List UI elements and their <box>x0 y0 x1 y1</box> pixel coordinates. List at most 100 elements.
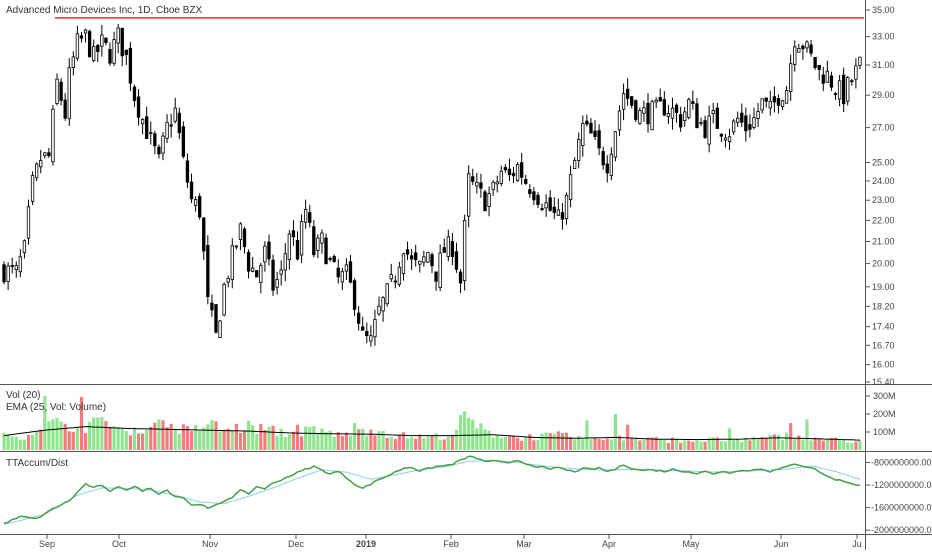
volume-bar <box>328 430 332 450</box>
candle-body <box>467 173 471 217</box>
volume-bar <box>242 430 247 450</box>
candle-body <box>487 193 491 207</box>
accum-axis-labels: -800000000.00 -1200000000.00 -1600000000.0… <box>866 457 932 535</box>
candle-body <box>246 252 251 272</box>
candle-body <box>401 253 406 274</box>
candle-body <box>238 223 243 240</box>
volume-bar <box>458 414 463 450</box>
volume-ema-line <box>3 426 861 441</box>
date-tick-label: 2019 <box>356 539 376 549</box>
volume-bar <box>695 440 699 450</box>
candle-body <box>414 252 418 261</box>
candle-body <box>22 240 27 254</box>
volume-tick-label: 100M <box>873 427 896 437</box>
candle-body <box>621 93 626 110</box>
volume-bar <box>271 425 275 450</box>
volume-bar <box>71 431 75 450</box>
volume-bar <box>585 420 589 450</box>
candle-body <box>740 112 744 123</box>
volume-bar <box>405 438 410 450</box>
date-tick-label: Ju <box>852 539 862 549</box>
candle-body <box>462 219 467 281</box>
candle-body <box>316 237 320 251</box>
candle-body <box>813 56 817 68</box>
candle-body <box>206 244 210 297</box>
date-tick-label: May <box>682 539 700 549</box>
volume-bar <box>55 418 59 450</box>
candle-body <box>157 146 161 155</box>
volume-bar <box>593 437 597 450</box>
volume-bar <box>536 440 540 450</box>
candle-body <box>161 135 165 154</box>
volume-bar <box>149 426 153 450</box>
volume-bar <box>837 440 842 450</box>
candle-body <box>426 252 430 263</box>
candle-body <box>177 112 181 134</box>
volume-bar <box>426 436 430 450</box>
volume-bar <box>18 439 22 450</box>
candle-body <box>454 251 459 270</box>
candle-body <box>752 117 756 128</box>
candle-body <box>687 99 691 118</box>
volume-bar <box>772 434 776 450</box>
candle-body <box>92 46 96 61</box>
candle-body <box>434 271 438 282</box>
candle-body <box>764 97 768 102</box>
price-tick-label: 31.00 <box>872 60 895 70</box>
candle-body <box>715 107 719 129</box>
volume-bar <box>817 438 821 450</box>
candle-body <box>51 108 55 163</box>
candle-body <box>572 160 577 170</box>
candle-body <box>348 261 353 283</box>
price-tick-label: 29.00 <box>872 90 895 100</box>
candle-body <box>336 267 340 278</box>
volume-bar <box>181 424 185 450</box>
volume-bar <box>613 414 618 450</box>
candle-body <box>173 107 177 122</box>
candle-body <box>202 217 206 252</box>
candle-body <box>116 27 120 44</box>
candle-body <box>124 49 128 56</box>
candle-body <box>340 271 344 283</box>
volume-bar <box>528 434 532 450</box>
candle-body <box>430 254 434 267</box>
volume-bar <box>540 433 544 450</box>
candle-body <box>829 75 834 88</box>
volume-bar <box>194 424 198 450</box>
volume-bar <box>597 438 601 450</box>
candle-body <box>283 253 287 271</box>
candle-body <box>397 266 402 285</box>
volume-bar <box>658 439 662 450</box>
candle-body <box>442 247 446 253</box>
price-grid <box>866 9 870 383</box>
candle-body <box>479 182 483 189</box>
candle-body <box>585 120 589 125</box>
volume-bar <box>450 434 454 450</box>
candle-body <box>2 264 6 283</box>
volume-bar <box>83 433 88 450</box>
candle-body <box>214 304 218 333</box>
volume-bar <box>736 438 740 450</box>
volume-bar <box>47 421 51 450</box>
candle-body <box>328 258 332 260</box>
volume-bar <box>369 429 373 450</box>
volume-bar <box>332 436 336 450</box>
volume-bar <box>393 439 397 450</box>
volume-bar <box>96 417 100 450</box>
volume-bar <box>377 431 381 450</box>
volume-bar <box>479 423 483 450</box>
candle-body <box>10 265 14 267</box>
candle-body <box>34 163 39 179</box>
candle-body <box>75 33 80 59</box>
candle-body <box>153 133 157 147</box>
candle-body <box>528 189 532 194</box>
price-tick-label: 21.00 <box>872 236 895 246</box>
candle-body <box>165 121 169 139</box>
volume-bar <box>397 434 401 450</box>
volume-bar <box>39 429 43 450</box>
volume-bar <box>336 432 340 450</box>
candle-body <box>198 196 202 218</box>
volume-bar <box>30 434 35 450</box>
volume-bar <box>414 438 418 450</box>
